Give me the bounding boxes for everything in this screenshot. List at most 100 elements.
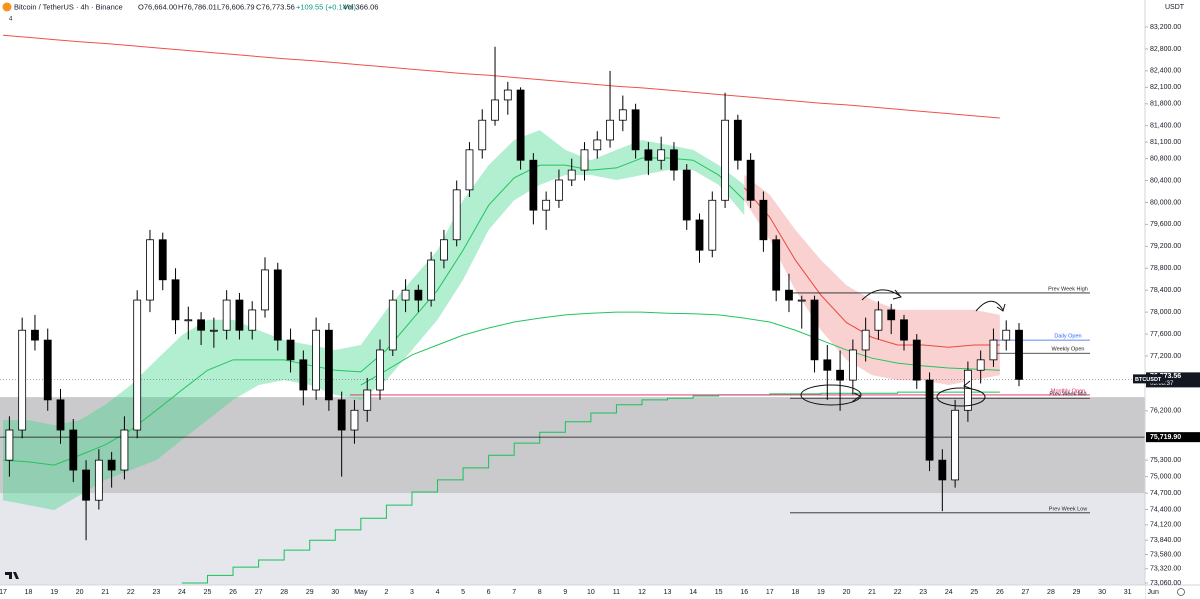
x-tick-label: 15 (715, 589, 723, 596)
x-tick-label: 19 (817, 589, 825, 596)
y-tick-label: 75,000.00 (1150, 473, 1181, 480)
candle-body (120, 429, 129, 471)
x-tick-label: 17 (766, 589, 774, 596)
candle-body (695, 219, 704, 251)
level-label: Prev Week High (1048, 286, 1088, 292)
symbol-icon (2, 2, 12, 12)
y-tick-label: 82,800.00 (1150, 46, 1181, 53)
x-tick-label: 9 (563, 589, 567, 596)
x-tick-label: 26 (229, 589, 237, 596)
y-tick-label: 79,600.00 (1150, 221, 1181, 228)
candle-body (836, 369, 844, 381)
x-tick-label: 24 (178, 589, 186, 596)
logo (5, 572, 19, 579)
candle-body (452, 189, 461, 241)
candle-body (567, 169, 576, 181)
x-tick-label: 19 (50, 589, 58, 596)
candle-body (823, 359, 832, 371)
y-tick-label: 75,300.00 (1150, 457, 1181, 464)
candle-body (248, 309, 257, 331)
level-label: Weekly Open (1052, 347, 1085, 353)
volume: Vol 366.06 (343, 2, 378, 11)
candle-body (427, 259, 436, 301)
x-tick-label: Jun (1148, 589, 1159, 596)
candle-body (503, 89, 512, 101)
candle-body (797, 299, 806, 302)
x-tick-label: 21 (101, 589, 109, 596)
candle-body (43, 339, 52, 401)
level-label: Prev Week Low (1049, 506, 1087, 512)
candle-body (440, 239, 448, 261)
x-tick-label: 10 (587, 589, 595, 596)
moving-average (181, 391, 1000, 584)
x-tick-label: 20 (76, 589, 84, 596)
candle-body (222, 299, 231, 331)
arrow-head (851, 392, 861, 403)
x-tick-label: 21 (868, 589, 876, 596)
candle-body (31, 329, 39, 341)
candle-body (133, 299, 142, 431)
x-tick-label: 23 (919, 589, 927, 596)
y-tick-label: 78,000.00 (1150, 309, 1181, 316)
marked-label-bg (1146, 432, 1200, 443)
candle-body (861, 329, 870, 351)
candle-body (887, 309, 896, 321)
candle-body (900, 319, 908, 341)
x-tick-label: 16 (740, 589, 748, 596)
arrow-head (892, 289, 902, 300)
ohlc-value: O76,664.00 (138, 2, 177, 11)
circle-annotation (800, 384, 862, 406)
circle-annotation (936, 387, 986, 407)
band (3, 130, 745, 511)
x-tick-label: 24 (945, 589, 953, 596)
plot-area: Prev Week High Daily Open Weekly Open Month… (0, 34, 1145, 585)
lower-background (0, 493, 1145, 585)
symbol-label-bg (1133, 374, 1165, 384)
candle-body (465, 149, 474, 191)
candle-body (516, 89, 525, 161)
x-tick-label: 12 (638, 589, 646, 596)
level-label: Monthly Open (1051, 388, 1085, 394)
candle-body (337, 399, 346, 431)
candle-body (273, 269, 282, 341)
x-tick-label: 28 (1047, 589, 1055, 596)
currency[interactable]: USDT (1165, 4, 1185, 11)
candle-body (312, 329, 321, 391)
y-tick-label: 73,840.00 (1150, 537, 1181, 544)
x-tick-label: 2 (384, 589, 388, 596)
candle-body (580, 149, 589, 171)
x-tick-label: 18 (791, 589, 799, 596)
candle-body (874, 309, 883, 331)
candle-body (363, 389, 372, 411)
candle-body (209, 329, 218, 332)
y-tick-label: 74,700.00 (1150, 490, 1181, 497)
settings-icon[interactable] (1177, 588, 1185, 596)
candle-body (631, 109, 640, 151)
candle-body (746, 159, 755, 201)
axis-labels: 83,200.00 82,800.00 82,400.00 82,100.00 81,8… (0, 24, 1200, 596)
y-tick-label: 78,400.00 (1150, 287, 1181, 294)
symbol[interactable]: Bitcoin / TetherUS · 4h · Binance (14, 2, 123, 11)
y-tick-label: 73,320.00 (1150, 566, 1181, 573)
interval-note[interactable]: 4 (9, 17, 13, 23)
ohlc-value: H76,786.01 (178, 2, 217, 11)
candle-body (938, 459, 947, 481)
y-tick-label: 73,580.00 (1150, 551, 1181, 558)
x-tick-label: 3 (410, 589, 414, 596)
candle-body (324, 329, 333, 401)
candle-body (848, 349, 857, 381)
candle-body (107, 459, 116, 471)
x-tick-label: 7 (512, 589, 516, 596)
candle-body (5, 429, 14, 461)
x-tick-label: 29 (306, 589, 314, 596)
x-tick-label: 28 (280, 589, 288, 596)
x-tick-label: 29 (1073, 589, 1081, 596)
x-tick-label: 17 (0, 589, 7, 596)
band (744, 175, 1000, 386)
candle-body (56, 399, 65, 431)
candle-body (299, 359, 308, 391)
candle-body (951, 409, 960, 481)
candle-body (401, 289, 410, 301)
y-tick-label: 80,800.00 (1150, 155, 1181, 162)
arrow-head (963, 380, 973, 390)
